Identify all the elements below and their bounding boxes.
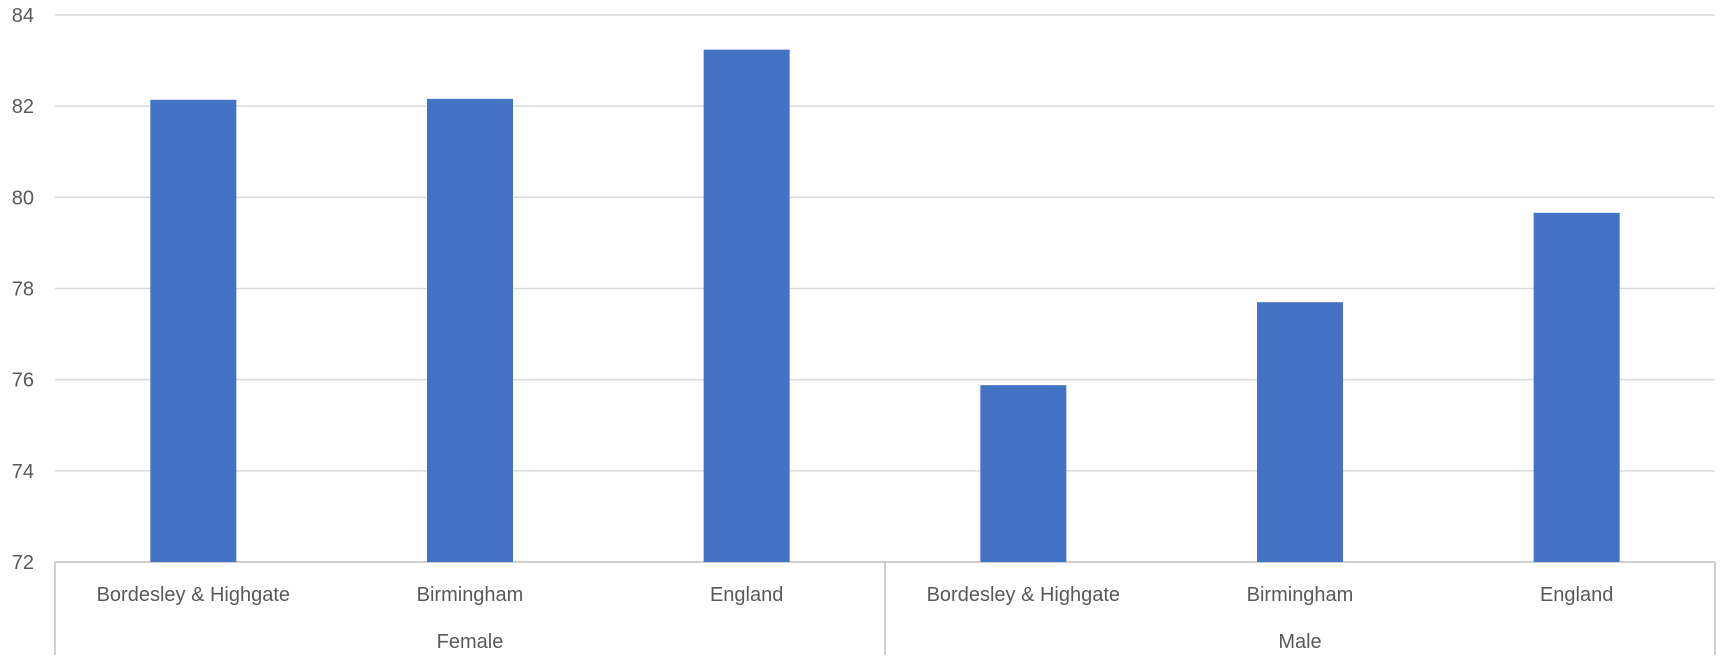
labels: 72 74 76 78 80 82 84 Bordesley & Highgate Birmin… (12, 5, 1614, 653)
y-tick-label: 72 (12, 552, 34, 574)
category-label: Bordesley & Highgate (97, 584, 290, 606)
category-label: England (710, 584, 783, 606)
bar (150, 99, 237, 562)
y-tick-label: 76 (12, 370, 34, 392)
axes (54, 561, 1716, 655)
bar (427, 98, 513, 562)
category-label: Bordesley & Highgate (927, 584, 1120, 606)
bar (703, 49, 790, 563)
category-label: Birmingham (417, 584, 524, 606)
bar (980, 385, 1067, 562)
bars (150, 49, 1620, 563)
y-tick-label: 74 (12, 461, 34, 483)
group-label: Male (1278, 631, 1321, 653)
bar (1533, 212, 1620, 562)
y-tick-label: 78 (12, 279, 34, 301)
bar (1257, 302, 1343, 562)
y-tick-label: 84 (12, 5, 34, 27)
y-tick-label: 80 (12, 187, 34, 209)
category-label: Birmingham (1247, 584, 1354, 606)
gridlines (55, 14, 1715, 472)
y-tick-label: 82 (12, 96, 34, 118)
category-label: England (1540, 584, 1613, 606)
group-label: Female (437, 631, 504, 653)
